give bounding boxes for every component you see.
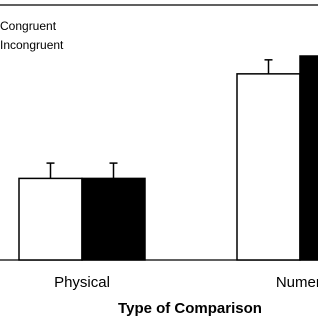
bar <box>18 177 83 261</box>
bar <box>299 55 318 261</box>
legend-label: Incongruent <box>0 38 64 52</box>
bar <box>81 177 146 261</box>
x-tick-label: Numeri <box>276 274 318 291</box>
legend-label: Congruent <box>0 19 57 33</box>
x-axis-title: Type of Comparison <box>118 300 262 317</box>
x-tick-label: Physical <box>54 274 110 291</box>
bar <box>236 73 301 261</box>
